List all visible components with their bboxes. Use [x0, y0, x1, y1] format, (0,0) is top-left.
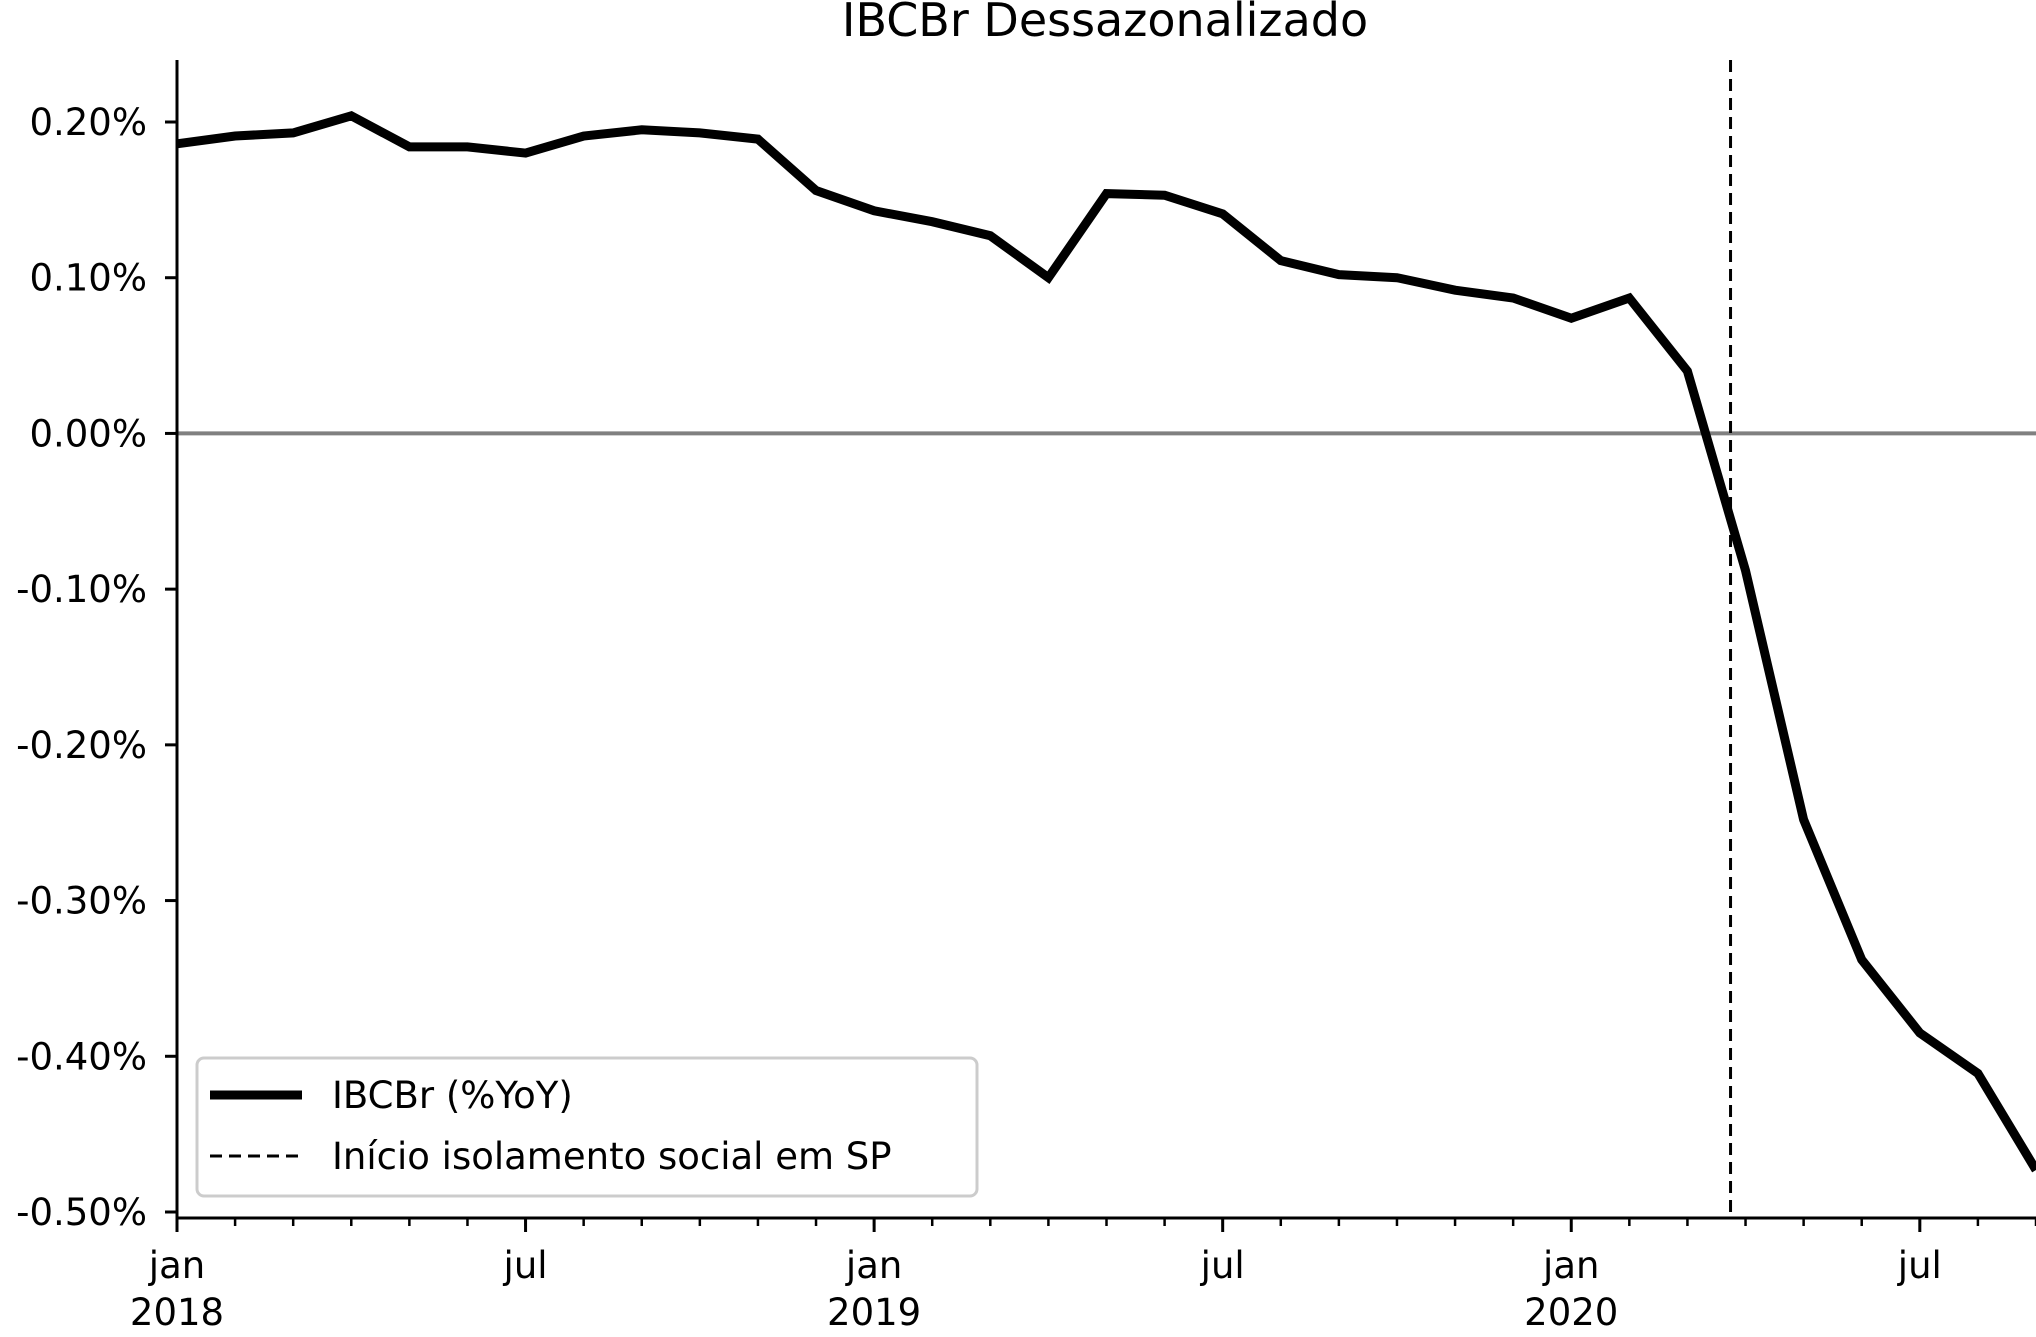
x-tick-year-label: 2019	[827, 1291, 921, 1334]
legend-box	[195, 1056, 979, 1198]
series-line-0	[176, 110, 2036, 1173]
y-tick-label: 0.10%	[29, 257, 147, 300]
chart-title: IBCBr Dessazonalizado	[842, 0, 1368, 47]
x-tick-label: jan	[1542, 1244, 1599, 1287]
axes: 0.20% 0.10% 0.00% -0.10% -0.20% -0.30% -0.40% -…	[16, 60, 2036, 1334]
y-tick-label: 0.00%	[29, 412, 147, 455]
y-tick-label: -0.40%	[16, 1035, 147, 1078]
plot-area	[176, 60, 2036, 1218]
legend-label-series: IBCBr (%YoY)	[332, 1074, 573, 1117]
y-tick-label: -0.30%	[16, 880, 147, 923]
x-tick-label: jul	[1897, 1244, 1942, 1287]
x-tick-year-label: 2018	[130, 1291, 224, 1334]
x-tick-year-label: 2020	[1524, 1291, 1618, 1334]
legend-label-lockdown: Início isolamento social em SP	[332, 1135, 892, 1178]
series-layer	[176, 110, 2036, 1173]
y-tick-label: -0.50%	[16, 1191, 147, 1234]
y-tick-label: -0.10%	[16, 568, 147, 611]
legend: IBCBr (%YoY) Início isolamento social em…	[195, 1056, 979, 1198]
x-tick-label: jan	[148, 1244, 205, 1287]
x-tick-label: jan	[845, 1244, 902, 1287]
x-tick-label: jul	[503, 1244, 548, 1287]
y-tick-label: -0.20%	[16, 724, 147, 767]
y-tick-label: 0.20%	[29, 101, 147, 144]
x-tick-label: jul	[1200, 1244, 1245, 1287]
y-ticks: 0.20% 0.10% 0.00% -0.10% -0.20% -0.30% -0.40% -…	[16, 101, 177, 1234]
